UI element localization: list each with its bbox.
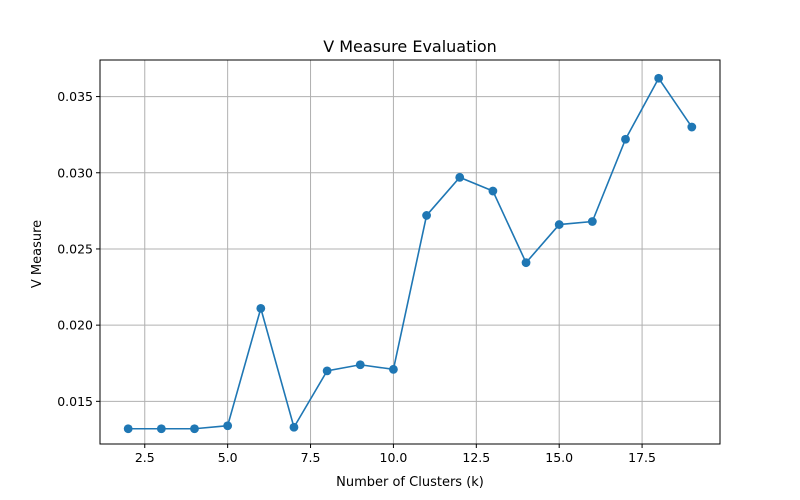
- data-point: [223, 421, 233, 431]
- x-tick-label: 7.5: [301, 450, 321, 465]
- data-point: [521, 258, 531, 268]
- x-tick-label: 10.0: [380, 450, 408, 465]
- grid-layer: [100, 60, 720, 444]
- data-point: [455, 172, 465, 182]
- series-line: [128, 76, 693, 430]
- y-tick-label: 0.020: [57, 318, 93, 333]
- x-tick-label: 12.5: [462, 450, 490, 465]
- x-tick-label: 5.0: [218, 450, 238, 465]
- chart-title: V Measure Evaluation: [323, 37, 497, 56]
- y-tick-label: 0.035: [57, 89, 93, 104]
- x-tick-label: 2.5: [135, 450, 155, 465]
- data-point: [190, 424, 199, 434]
- data-point: [289, 422, 299, 432]
- series-layer: [123, 73, 697, 434]
- data-point: [123, 424, 133, 434]
- y-tick-label: 0.030: [57, 165, 93, 180]
- plot-frame: [99, 59, 721, 445]
- y-tick-label: 0.025: [57, 241, 93, 256]
- y-tick-label: 0.015: [57, 394, 93, 409]
- y-axis-label: V Measure: [30, 220, 45, 288]
- data-point: [156, 424, 166, 434]
- tick-layer: 2.5 5.0 7.5 10.0 12.5 15.0 17.5 0.015 0.020 0.025…: [57, 89, 656, 465]
- x-tick-label: 17.5: [628, 450, 656, 465]
- data-point: [256, 303, 266, 313]
- data-point: [687, 122, 697, 132]
- data-point: [587, 217, 597, 226]
- x-axis-label: Number of Clusters (k): [336, 475, 484, 490]
- data-point: [355, 360, 365, 370]
- data-point: [554, 220, 564, 229]
- data-point: [322, 366, 332, 376]
- data-point: [389, 364, 398, 374]
- data-point: [422, 211, 431, 220]
- data-point: [488, 186, 498, 196]
- x-tick-label: 15.0: [545, 450, 573, 465]
- data-point: [621, 134, 630, 144]
- data-point: [654, 73, 664, 83]
